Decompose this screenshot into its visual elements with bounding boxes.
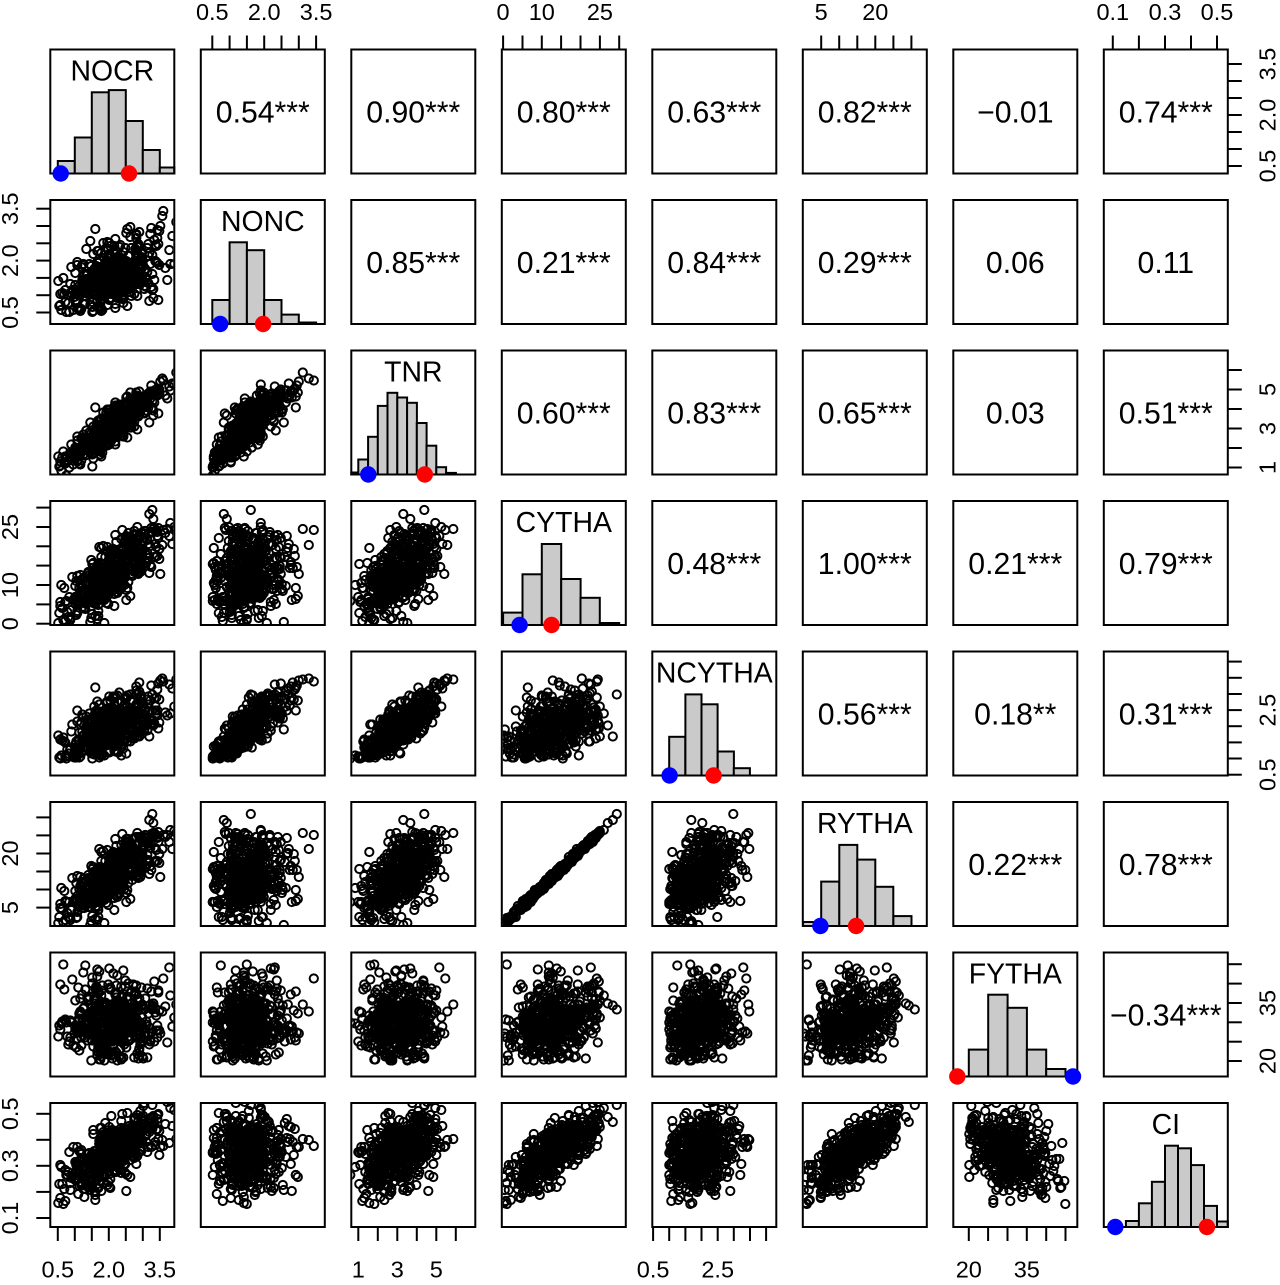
svg-text:0.03: 0.03 [986, 398, 1045, 431]
svg-text:0.84***: 0.84*** [667, 247, 761, 280]
svg-text:0.54***: 0.54*** [216, 97, 310, 130]
svg-text:0.65***: 0.65*** [818, 398, 912, 431]
svg-text:5: 5 [1255, 383, 1280, 396]
svg-text:0.3: 0.3 [1149, 0, 1182, 25]
svg-text:20: 20 [1255, 1048, 1280, 1074]
svg-text:0.5: 0.5 [41, 1257, 74, 1281]
svg-text:5: 5 [0, 901, 23, 914]
svg-text:NCYTHA: NCYTHA [656, 658, 773, 690]
svg-text:20: 20 [862, 0, 888, 25]
svg-text:5: 5 [430, 1257, 443, 1281]
svg-text:35: 35 [1014, 1257, 1040, 1281]
svg-text:0.11: 0.11 [1138, 247, 1195, 280]
svg-text:1: 1 [352, 1257, 365, 1281]
svg-text:2.0: 2.0 [1255, 99, 1280, 132]
svg-text:0.1: 0.1 [0, 1202, 23, 1235]
svg-text:0.5: 0.5 [0, 1097, 23, 1130]
svg-text:0.5: 0.5 [1255, 758, 1280, 791]
svg-text:0.21***: 0.21*** [517, 247, 611, 280]
svg-text:0.5: 0.5 [0, 296, 23, 329]
svg-text:0.83***: 0.83*** [667, 398, 761, 431]
svg-text:3.5: 3.5 [0, 192, 23, 225]
svg-text:−0.01: −0.01 [977, 97, 1053, 130]
svg-text:0: 0 [0, 617, 23, 630]
svg-text:20: 20 [956, 1257, 982, 1281]
svg-text:3.5: 3.5 [143, 1257, 176, 1281]
svg-text:3: 3 [391, 1257, 404, 1281]
svg-text:3.5: 3.5 [300, 0, 333, 25]
svg-text:0.79***: 0.79*** [1119, 548, 1213, 581]
svg-text:10: 10 [0, 572, 23, 598]
svg-text:0.1: 0.1 [1096, 0, 1129, 25]
svg-text:CI: CI [1152, 1109, 1180, 1141]
svg-text:35: 35 [1255, 990, 1280, 1016]
svg-text:0.5: 0.5 [196, 0, 229, 25]
svg-text:0: 0 [497, 0, 510, 25]
svg-text:0.22***: 0.22*** [968, 849, 1062, 882]
svg-text:0.29***: 0.29*** [818, 247, 912, 280]
svg-text:CYTHA: CYTHA [516, 507, 612, 539]
svg-text:NOCR: NOCR [71, 56, 155, 88]
svg-text:2.0: 2.0 [92, 1257, 125, 1281]
svg-text:0.90***: 0.90*** [366, 97, 460, 130]
svg-text:5: 5 [815, 0, 828, 25]
svg-text:25: 25 [0, 514, 23, 540]
svg-text:0.80***: 0.80*** [517, 97, 611, 130]
svg-text:0.31***: 0.31*** [1119, 699, 1213, 732]
svg-text:2.0: 2.0 [248, 0, 281, 25]
svg-text:0.60***: 0.60*** [517, 398, 611, 431]
svg-text:0.18**: 0.18** [974, 699, 1057, 732]
svg-text:0.06: 0.06 [986, 247, 1045, 280]
svg-text:−0.34***: −0.34*** [1110, 1000, 1222, 1033]
svg-text:0.82***: 0.82*** [818, 97, 912, 130]
svg-text:0.56***: 0.56*** [818, 699, 912, 732]
svg-text:NONC: NONC [221, 206, 305, 238]
svg-text:0.48***: 0.48*** [667, 548, 761, 581]
svg-text:1: 1 [1255, 461, 1280, 474]
svg-text:0.74***: 0.74*** [1119, 97, 1213, 130]
svg-text:2.5: 2.5 [701, 1257, 734, 1281]
svg-text:RYTHA: RYTHA [817, 808, 913, 840]
svg-text:0.3: 0.3 [0, 1149, 23, 1182]
svg-text:0.63***: 0.63*** [667, 97, 761, 130]
svg-text:0.78***: 0.78*** [1119, 849, 1213, 882]
svg-text:1.00***: 1.00*** [818, 548, 912, 581]
svg-text:0.5: 0.5 [1201, 0, 1234, 25]
svg-text:25: 25 [587, 0, 613, 25]
svg-text:0.85***: 0.85*** [366, 247, 460, 280]
svg-text:0.51***: 0.51*** [1119, 398, 1213, 431]
svg-text:0.5: 0.5 [1255, 150, 1280, 183]
svg-text:TNR: TNR [384, 357, 442, 389]
svg-text:10: 10 [529, 0, 555, 25]
svg-text:FYTHA: FYTHA [969, 959, 1062, 991]
svg-text:0.5: 0.5 [637, 1257, 670, 1281]
svg-text:3.5: 3.5 [1255, 48, 1280, 81]
svg-text:20: 20 [0, 840, 23, 866]
svg-text:2.0: 2.0 [0, 244, 23, 277]
svg-text:2.5: 2.5 [1255, 694, 1280, 727]
svg-text:0.21***: 0.21*** [968, 548, 1062, 581]
svg-text:3: 3 [1255, 422, 1280, 435]
